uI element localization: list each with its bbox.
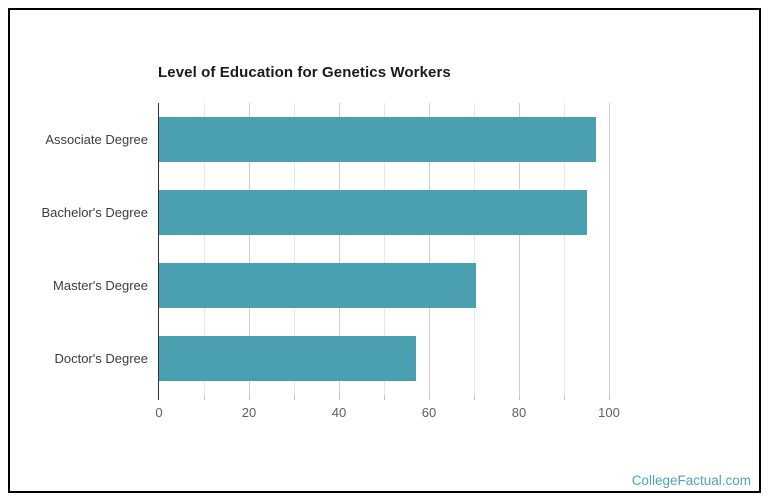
x-tick-70 [473,395,475,400]
x-axis-label-60: 60 [421,405,437,420]
chart-title: Level of Education for Genetics Workers [158,64,451,81]
chart-frame: Level of Education for Genetics Workers … [8,8,761,493]
x-tick-0 [158,395,159,400]
x-tick-10 [203,395,205,400]
gridline-60 [428,103,430,395]
bar-doctor-s-degree [159,336,416,381]
x-tick-20 [248,395,250,400]
y-axis-label: Master's Degree [53,278,148,293]
x-tick-90 [563,395,565,400]
bar-master-s-degree [159,263,477,308]
gridline-30 [293,103,295,395]
x-tick-30 [293,395,295,400]
y-axis-label: Doctor's Degree [54,351,148,366]
gridline-50 [383,103,385,395]
gridline-80 [518,103,520,395]
gridline-20 [248,103,250,395]
gridline-90 [563,103,565,395]
x-axis-label-80: 80 [511,405,527,420]
gridline-100 [608,103,610,395]
plot-area [158,103,610,400]
gridline-70 [473,103,475,395]
x-axis-label-0: 0 [155,405,163,420]
x-axis-label-40: 40 [331,405,347,420]
x-tick-80 [518,395,520,400]
bar-bachelor-s-degree [159,190,587,235]
x-tick-60 [428,395,430,400]
x-tick-50 [383,395,385,400]
y-axis-label: Bachelor's Degree [41,205,148,220]
y-axis-label: Associate Degree [45,132,148,147]
gridline-40 [338,103,340,395]
x-axis-label-100: 100 [598,405,620,420]
x-tick-100 [608,395,610,400]
x-axis-label-20: 20 [241,405,257,420]
gridline-10 [203,103,205,395]
bar-associate-degree [159,117,596,162]
x-tick-40 [338,395,340,400]
collegefactual-watermark-link[interactable]: CollegeFactual.com [631,473,751,488]
